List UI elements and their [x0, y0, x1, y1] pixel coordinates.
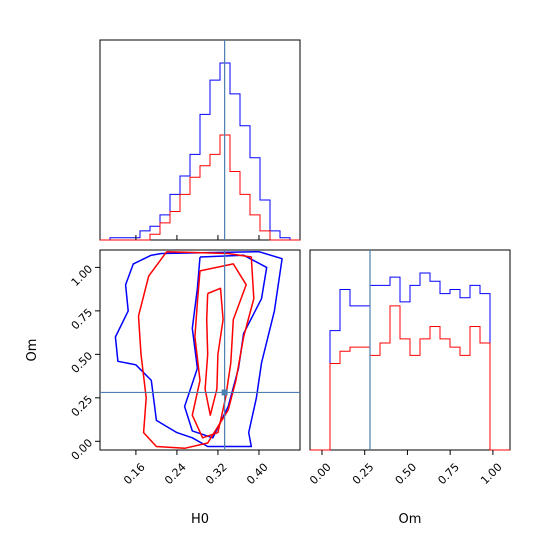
x-tick-label: 0.32: [203, 461, 230, 488]
contour-level-2: [137, 250, 255, 450]
x-axis-label-om: Om: [399, 512, 422, 527]
histogram-step-series-0: [100, 62, 300, 241]
panel-om-histogram: 0.00 0.25 0.50 0.75 1.00 Om: [307, 249, 511, 527]
truth-point: [221, 389, 228, 396]
histogram-step-series-0: [310, 272, 510, 451]
histogram-step-series-1: [100, 134, 300, 241]
y-tick-label: 1.00: [69, 262, 96, 289]
contour-level-1: [183, 254, 268, 439]
x-axis-label-h0: H0: [191, 512, 209, 527]
x-tick-label: 0.24: [162, 461, 189, 488]
y-tick-label: 0.50: [69, 349, 96, 376]
panel-h0-om-contour: 0.16 0.24 0.32 0.40 0.00 0.25 0.50 0.75 1.00 H0…: [25, 249, 301, 527]
contour-level-3: [191, 263, 247, 439]
y-tick-label: 0.00: [69, 436, 96, 463]
x-tick-label: 0.75: [435, 461, 462, 488]
x-tick-label: 0.00: [307, 461, 334, 488]
x-tick-label: 0.50: [393, 461, 420, 488]
panel-frame: [309, 249, 511, 451]
y-tick-label: 0.25: [69, 393, 96, 420]
x-tick-label: 0.40: [244, 461, 271, 488]
panel-frame: [99, 249, 301, 451]
x-tick-label: 0.25: [350, 461, 377, 488]
histogram-step-series-1: [310, 305, 510, 451]
x-tick-label: 1.00: [478, 461, 505, 488]
contour-level-0: [114, 250, 283, 448]
x-tick-label: 0.16: [121, 461, 148, 488]
y-axis-label-om: Om: [25, 339, 40, 362]
y-tick-label: 0.75: [69, 306, 96, 333]
panel-frame: [99, 39, 301, 241]
contour-level-4: [204, 287, 224, 416]
panel-h0-histogram: [99, 39, 301, 241]
